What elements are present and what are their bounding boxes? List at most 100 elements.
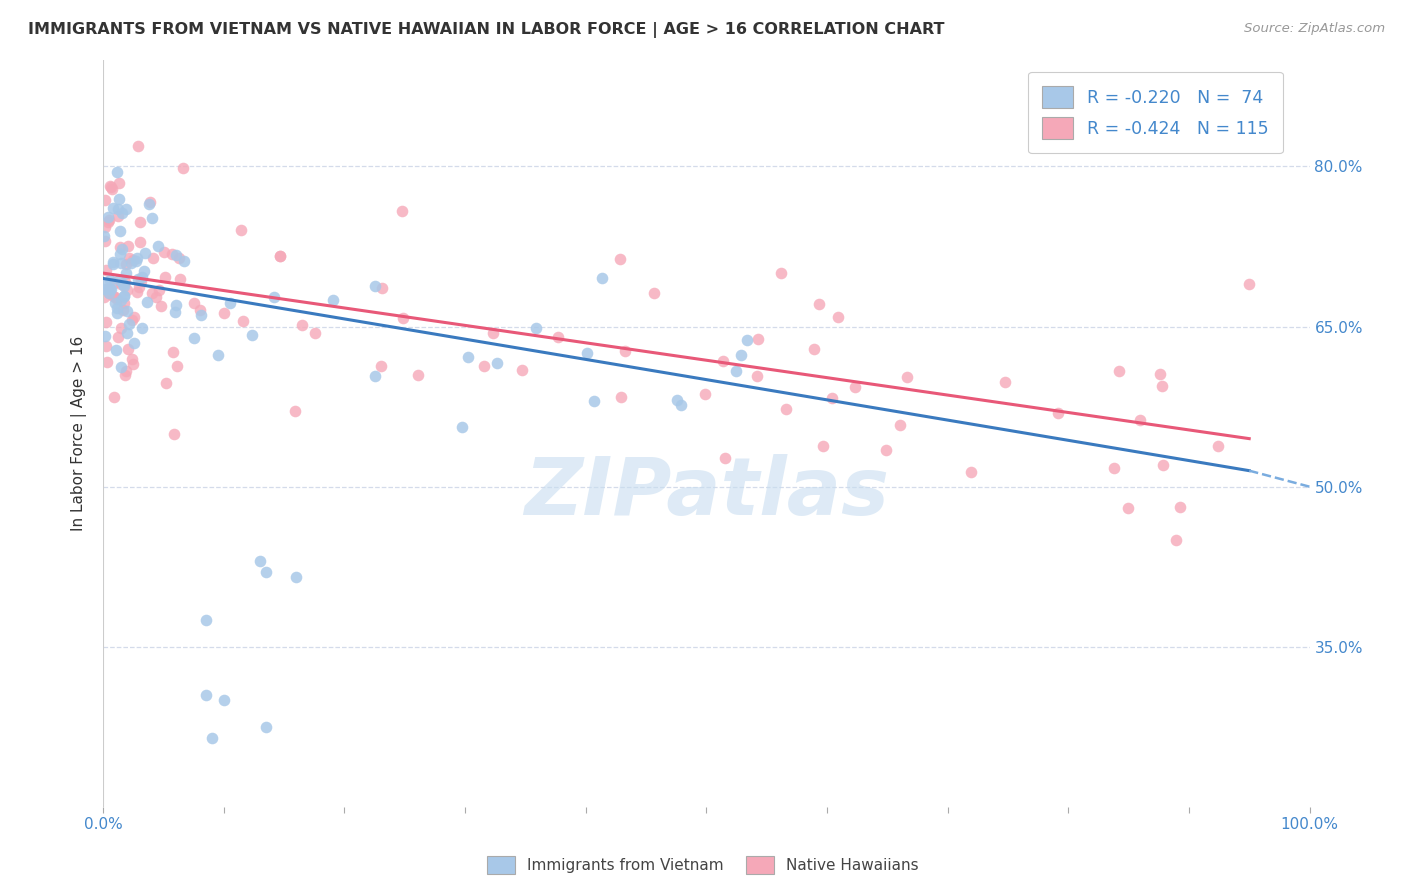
Point	[583, 394, 606, 409]
Point	[232, 314, 254, 328]
Point	[108, 273, 131, 287]
Point	[97, 285, 120, 300]
Point	[108, 192, 131, 206]
Point	[1046, 406, 1069, 420]
Point	[735, 333, 758, 347]
Point	[118, 318, 141, 332]
Point	[183, 295, 205, 310]
Point	[194, 688, 217, 702]
Point	[889, 418, 911, 433]
Point	[665, 392, 688, 407]
Point	[110, 320, 132, 334]
Point	[101, 182, 124, 196]
Point	[875, 443, 897, 458]
Point	[994, 375, 1017, 389]
Point	[105, 293, 128, 307]
Point	[129, 235, 152, 249]
Point	[1164, 533, 1187, 547]
Point	[745, 368, 768, 383]
Point	[103, 257, 125, 271]
Point	[114, 202, 136, 216]
Point	[451, 419, 474, 434]
Point	[160, 247, 183, 261]
Point	[125, 285, 148, 300]
Point	[609, 252, 631, 266]
Point	[1237, 277, 1260, 291]
Point	[1129, 412, 1152, 426]
Point	[93, 234, 115, 248]
Point	[163, 427, 186, 442]
Point	[93, 290, 115, 304]
Point	[485, 356, 508, 370]
Point	[284, 404, 307, 418]
Point	[371, 281, 394, 295]
Point	[107, 209, 129, 223]
Point	[188, 302, 211, 317]
Y-axis label: In Labor Force | Age > 16: In Labor Force | Age > 16	[72, 335, 87, 531]
Point	[669, 398, 692, 412]
Point	[153, 244, 176, 259]
Point	[138, 197, 160, 211]
Point	[844, 380, 866, 394]
Point	[194, 613, 217, 627]
Point	[98, 179, 121, 194]
Point	[104, 290, 127, 304]
Point	[714, 451, 737, 466]
Point	[231, 223, 253, 237]
Text: ZIPatlas: ZIPatlas	[524, 454, 889, 533]
Point	[98, 273, 121, 287]
Point	[105, 165, 128, 179]
Point	[145, 290, 167, 304]
Point	[1102, 460, 1125, 475]
Legend: R = -0.220   N =  74, R = -0.424   N = 115: R = -0.220 N = 74, R = -0.424 N = 115	[1028, 72, 1282, 153]
Point	[93, 228, 115, 243]
Point	[127, 139, 149, 153]
Point	[100, 282, 122, 296]
Point	[103, 276, 125, 290]
Point	[183, 331, 205, 345]
Point	[110, 240, 132, 254]
Point	[1116, 500, 1139, 515]
Point	[121, 351, 143, 366]
Point	[711, 354, 734, 368]
Point	[128, 215, 150, 229]
Point	[212, 693, 235, 707]
Point	[97, 213, 120, 227]
Point	[803, 342, 825, 356]
Point	[807, 297, 830, 311]
Point	[770, 266, 793, 280]
Text: Source: ZipAtlas.com: Source: ZipAtlas.com	[1244, 22, 1385, 36]
Point	[107, 176, 129, 190]
Point	[94, 277, 117, 291]
Point	[146, 239, 169, 253]
Point	[94, 282, 117, 296]
Point	[269, 248, 291, 262]
Point	[172, 161, 194, 176]
Legend: Immigrants from Vietnam, Native Hawaiians: Immigrants from Vietnam, Native Hawaiian…	[481, 850, 925, 880]
Point	[103, 390, 125, 404]
Point	[695, 386, 717, 401]
Point	[162, 345, 184, 359]
Point	[124, 253, 146, 268]
Point	[112, 278, 135, 293]
Point	[1149, 367, 1171, 381]
Point	[117, 342, 139, 356]
Point	[96, 355, 118, 369]
Point	[207, 348, 229, 362]
Point	[827, 310, 849, 324]
Point	[285, 570, 308, 584]
Point	[101, 288, 124, 302]
Point	[112, 295, 135, 310]
Point	[364, 279, 387, 293]
Point	[524, 320, 547, 334]
Point	[472, 359, 495, 373]
Point	[94, 339, 117, 353]
Point	[167, 251, 190, 265]
Point	[163, 305, 186, 319]
Point	[959, 465, 981, 479]
Point	[114, 275, 136, 289]
Point	[118, 251, 141, 265]
Point	[169, 272, 191, 286]
Point	[591, 271, 613, 285]
Point	[122, 357, 145, 371]
